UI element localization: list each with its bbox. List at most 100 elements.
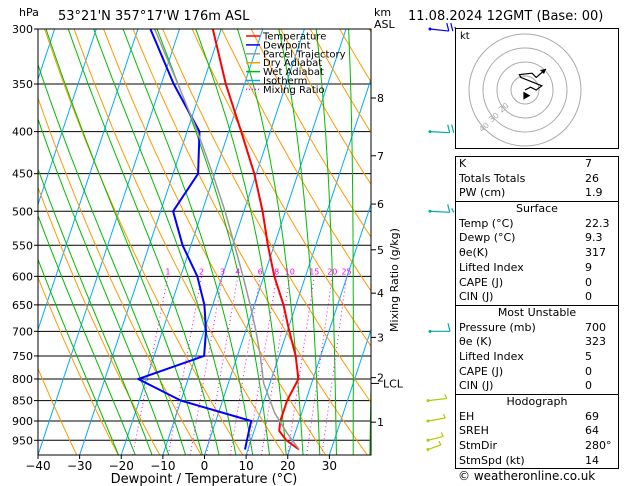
index-row: CAPE (J) 0 [456,365,618,380]
wet-adiabat-line [237,29,304,455]
surface-section: Surface Temp (°C) 22.3 Dewp (°C) 9.3 θe(K) 31… [456,201,618,305]
dry-adiabat-line [73,29,285,455]
km-tick-label: 4 [377,287,384,300]
mixing-ratio-label: 25 [341,267,351,276]
index-row: Totals Totals 26 [456,172,618,187]
pressure-tick-label: 550 [12,239,33,252]
legend-label: Dewpoint [263,40,311,51]
hodograph-ring [468,33,582,147]
index-row: Pressure (mb) 700 [456,321,618,336]
wind-barb-flag [438,440,442,446]
index-row: StmSpd (kt) 14 [456,454,618,469]
storm-motion-marker [523,91,531,100]
km-tick-label: 7 [377,150,384,163]
most-unstable-section-title: Most Unstable [497,305,577,319]
index-value: 700 [585,320,606,334]
x-tick-label: −40 [25,459,50,473]
index-label: CIN (J) [459,290,494,304]
index-row: Temp (°C) 22.3 [456,217,618,232]
mixing-ratio-label: 2 [199,267,204,276]
pressure-tick-label: 800 [12,373,33,386]
mixing-ratio-label: 10 [285,267,295,276]
dry-adiabat-line [191,29,371,348]
wet-adiabat-line [315,29,337,455]
index-value: 317 [585,246,606,260]
wind-barb-flag [447,204,451,213]
lcl-label: LCL [383,377,404,390]
index-label: StmSpd (kt) [459,453,525,467]
index-label: Temp (°C) [459,216,514,230]
wet-adiabat-line [38,63,187,455]
wind-barb-flag [450,22,454,32]
index-value: 5 [585,349,592,363]
index-value: 0 [585,290,592,304]
wind-barb-flag [451,124,455,133]
isotherm-line [38,29,180,455]
wet-adiabat-line [348,29,354,455]
isotherm-line [204,29,347,455]
mixing-ratio-label: 1 [165,267,170,276]
wet-adiabat-line [278,29,321,455]
wind-barb-flag [440,432,444,437]
index-row: SREH 64 [456,424,618,439]
index-row: StmDir 280° [456,439,618,454]
dry-adiabat-line [38,96,202,455]
wind-barb-staff [429,131,450,134]
km-tick-label: 8 [377,92,384,105]
index-label: EH [459,409,475,423]
x-tick-label: 30 [322,459,337,473]
pressure-tick-label: 700 [12,325,33,338]
dry-adiabat-line [38,276,119,455]
index-label: CAPE (J) [459,275,504,289]
wind-barb-flag [447,124,451,133]
hodograph-section: Hodograph EH 69 SREH 64 StmDir 280° StmSpd (kt… [456,394,618,468]
datetime-title: 11.08.2024 12GMT (Base: 00) [408,9,603,24]
parcel-trajectory-profile-line [153,29,300,451]
km-tick-label: 3 [377,331,384,344]
pressure-tick-label: 400 [12,126,33,139]
wind-barb-flag [444,394,448,399]
index-value: 69 [585,409,599,423]
index-value: 280° [585,439,612,453]
wind-barb-staff [427,417,446,422]
pressure-tick-label: 500 [12,205,33,218]
wind-barb-dot [428,130,432,134]
index-row: CIN (J) 0 [456,290,618,305]
index-row: CAPE (J) 0 [456,276,618,291]
pressure-tick-label: 600 [12,270,33,283]
dry-adiabat-line [38,367,78,455]
pressure-tick-label: 900 [12,415,33,428]
index-label: Pressure (mb) [459,320,536,334]
legend-label: Temperature [262,32,326,43]
pressure-tick-label: 300 [12,23,33,36]
index-label: Lifted Index [459,260,524,274]
index-value: 9.3 [585,231,603,245]
mixing-ratio-label: 6 [258,267,263,276]
isotherm-line [120,29,264,455]
index-row: Dewp (°C) 9.3 [456,231,618,246]
wind-barb-dot [428,27,432,31]
pressure-tick-label: 450 [12,168,33,181]
index-value: 9 [585,260,592,274]
mixing-ratio-line [205,276,239,455]
hodograph-section-title: Hodograph [506,395,568,408]
legend-label: Isotherm [263,76,307,87]
index-row: PW (cm) 1.9 [456,186,618,201]
index-value: 64 [585,424,599,438]
wet-adiabat-line [45,29,203,455]
index-value: 0 [585,364,592,378]
wet-adiabat-line [67,29,220,455]
pressure-tick-label: 850 [12,395,33,408]
index-row: EH 69 [456,410,618,425]
wet-adiabat-line [122,29,254,455]
dry-adiabat-line [280,29,371,186]
wet-adiabat-line [38,167,153,455]
dry-adiabat-line [103,29,327,455]
dry-adiabat-line [162,29,371,404]
index-label: SREH [459,424,489,438]
x-tick-label: −20 [109,459,134,473]
dry-adiabat-line [250,29,371,238]
stability-indices-table: K 7 Totals Totals 26 PW (cm) 1.9 Surface Temp… [455,156,619,470]
